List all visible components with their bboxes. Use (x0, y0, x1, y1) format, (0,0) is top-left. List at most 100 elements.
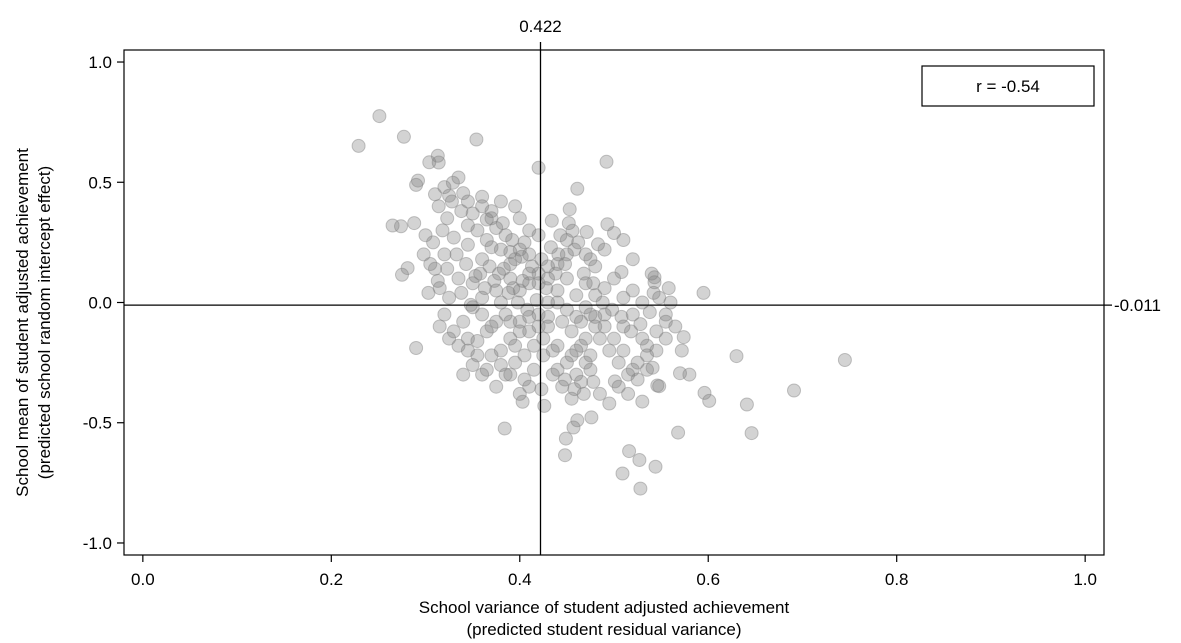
data-point (522, 379, 537, 394)
data-point (576, 266, 591, 281)
data-point (541, 319, 555, 334)
data-point (531, 160, 546, 175)
data-point (574, 374, 588, 389)
data-point (493, 242, 508, 257)
data-point (633, 317, 648, 332)
x-tick-label: 0.4 (508, 570, 532, 589)
data-point (431, 199, 446, 214)
data-point (431, 155, 446, 170)
data-point (409, 341, 424, 355)
data-point (522, 266, 537, 281)
data-point (493, 194, 508, 209)
data-point (456, 186, 471, 201)
data-point (454, 204, 469, 219)
data-point (658, 331, 673, 346)
data-point (586, 276, 601, 291)
data-point (493, 343, 508, 358)
data-point (456, 314, 471, 329)
data-point (616, 290, 631, 305)
text-layer: 0.0 0.2 0.4 0.6 0.8 1.0 1.0 0.5 0.0 -0.5 -1.0 0.422… (13, 17, 1161, 639)
data-point (562, 202, 577, 217)
data-point (534, 382, 549, 397)
data-point (475, 307, 490, 322)
data-point (451, 170, 466, 185)
data-point (658, 307, 673, 322)
data-point (588, 259, 603, 274)
data-point (550, 257, 565, 271)
data-point (477, 281, 492, 296)
data-point (646, 285, 661, 300)
data-point (498, 367, 513, 382)
x-axis-title-line2: (predicted student residual variance) (467, 620, 742, 639)
data-point (423, 257, 438, 271)
data-point (503, 257, 518, 271)
plot-frame (123, 49, 1105, 556)
data-point (661, 281, 676, 296)
data-point (545, 343, 560, 358)
data-point (647, 270, 662, 285)
data-point (492, 266, 506, 281)
data-point (579, 225, 594, 239)
data-point (512, 324, 527, 339)
data-point (508, 338, 523, 353)
data-point (652, 290, 667, 305)
legend-box (921, 65, 1095, 107)
data-point (506, 281, 521, 296)
data-point (522, 223, 537, 238)
data-point (559, 302, 574, 317)
data-point (605, 302, 620, 317)
data-point (625, 283, 640, 298)
data-point (607, 374, 622, 389)
data-point (545, 367, 560, 382)
data-point (599, 154, 614, 169)
data-point (517, 372, 532, 387)
data-point (564, 391, 579, 406)
data-point (475, 199, 490, 214)
data-point (611, 355, 626, 370)
data-point (682, 367, 697, 382)
data-point (470, 348, 485, 363)
data-point (489, 314, 504, 329)
data-point (645, 360, 660, 375)
data-point (385, 218, 400, 233)
data-point (437, 247, 452, 262)
data-point (569, 343, 584, 358)
data-point (541, 259, 555, 274)
data-point (479, 324, 494, 339)
data-point (674, 343, 689, 358)
data-point (553, 228, 568, 243)
data-point (640, 338, 654, 353)
data-point (570, 181, 585, 196)
data-point (508, 199, 523, 214)
data-point (541, 271, 555, 286)
data-point (422, 155, 437, 170)
data-point (550, 362, 565, 377)
data-point (493, 358, 508, 372)
data-point (648, 459, 663, 474)
data-point (559, 271, 574, 286)
data-point (574, 338, 588, 353)
data-point (503, 271, 518, 286)
y-tick-label: 1.0 (88, 53, 112, 72)
data-point (522, 324, 537, 339)
data-point (597, 307, 612, 322)
data-point (622, 444, 637, 459)
data-point (625, 307, 640, 322)
x-tick-label: 0.8 (885, 570, 909, 589)
data-point (607, 226, 621, 240)
data-point (592, 386, 607, 401)
data-point (544, 213, 559, 228)
data-point (484, 204, 499, 219)
data-point (647, 275, 662, 290)
y-reference-label: -0.011 (1114, 296, 1161, 315)
data-point (696, 285, 711, 300)
data-point (531, 319, 546, 334)
data-point (583, 307, 598, 322)
data-point (578, 300, 593, 315)
data-point (465, 276, 480, 291)
data-point (421, 285, 436, 300)
data-point (567, 382, 582, 397)
data-point (496, 261, 511, 276)
data-point (501, 285, 516, 300)
data-point (400, 261, 415, 276)
